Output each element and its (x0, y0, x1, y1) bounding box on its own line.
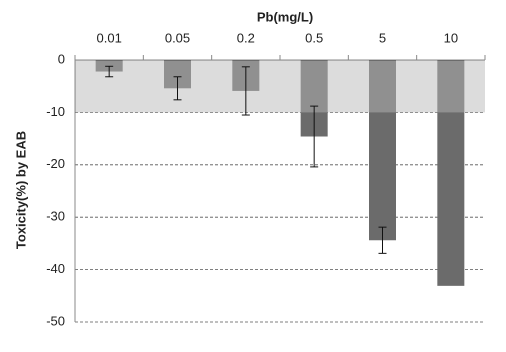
bar (369, 60, 396, 241)
bar (95, 60, 123, 72)
bar (437, 60, 465, 286)
y-tick-label: -30 (46, 209, 65, 224)
y-tick-label: -50 (46, 313, 65, 328)
x-tick-label: 0.5 (305, 30, 323, 45)
y-tick-label: -40 (46, 261, 65, 276)
x-tick-label: 0.05 (165, 30, 190, 45)
x-tick-label: 0.01 (97, 30, 122, 45)
y-axis-label: Toxicity(%) by EAB (13, 131, 28, 249)
y-tick-label: 0 (58, 51, 65, 66)
x-tick-label: 5 (379, 30, 386, 45)
shaded-band (75, 60, 485, 113)
chart-title: Pb(mg/L) (257, 9, 313, 24)
y-tick-label: -10 (46, 104, 65, 119)
y-tick-label: -20 (46, 156, 65, 171)
band-overlay (76, 61, 485, 113)
x-tick-label: 0.2 (237, 30, 255, 45)
x-tick-label: 10 (444, 30, 458, 45)
